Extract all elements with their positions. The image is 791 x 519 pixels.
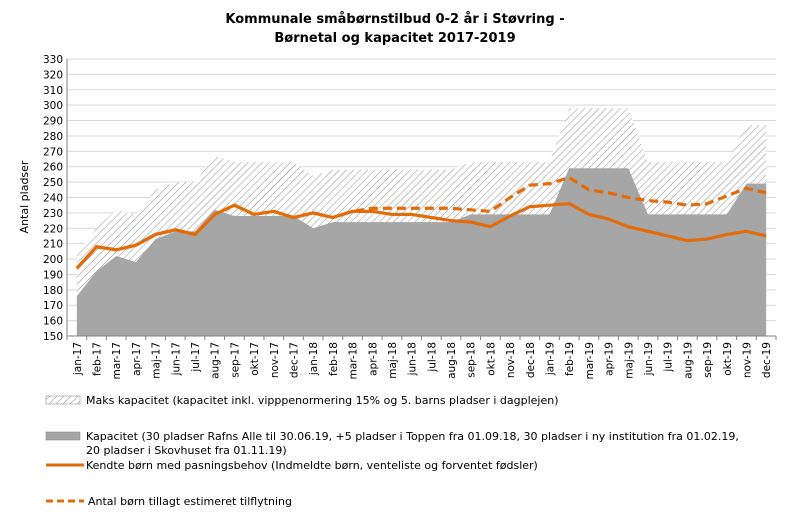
y-tick-label-200: 200 bbox=[43, 254, 63, 266]
x-tick-label-maj-17: maj-17 bbox=[151, 342, 163, 379]
x-tick-label-jul-18: jul-18 bbox=[426, 342, 438, 373]
y-tick-label-220: 220 bbox=[43, 223, 63, 235]
x-tick-label-feb-17: feb-17 bbox=[92, 342, 104, 376]
x-tick-label-feb-18: feb-18 bbox=[328, 342, 340, 376]
x-tick-label-aug-19: aug-19 bbox=[682, 342, 694, 379]
x-tick-label-okt-17: okt-17 bbox=[249, 342, 261, 376]
x-tick-label-feb-19: feb-19 bbox=[564, 342, 576, 376]
x-tick-label-mar-17: mar-17 bbox=[111, 342, 123, 379]
x-tick-label-aug-17: aug-17 bbox=[210, 342, 222, 379]
legend: Maks kapacitet (kapacitet inkl. vipppeno… bbox=[45, 394, 739, 508]
y-tick-label-230: 230 bbox=[43, 208, 63, 220]
y-tick-label-250: 250 bbox=[43, 177, 63, 189]
x-tick-label-maj-19: maj-19 bbox=[623, 342, 635, 379]
y-tick-label-240: 240 bbox=[43, 193, 63, 205]
legend-label-kendte-boern: Kendte børn med pasningsbehov (Indmeldte… bbox=[86, 459, 538, 472]
x-tick-label-sep-18: sep-18 bbox=[466, 342, 478, 378]
x-tick-label-jun-18: jun-18 bbox=[407, 342, 419, 376]
y-tick-label-180: 180 bbox=[43, 285, 63, 297]
x-tick-label-jun-17: jun-17 bbox=[170, 342, 182, 376]
x-tick-label-mar-18: mar-18 bbox=[348, 342, 360, 379]
x-tick-label-apr-18: apr-18 bbox=[367, 342, 379, 376]
x-tick-label-apr-19: apr-19 bbox=[604, 342, 616, 376]
legend-label-kapacitet-line2: 20 pladser i Skovhuset fra 01.11.19) bbox=[86, 444, 287, 457]
y-tick-label-320: 320 bbox=[43, 69, 63, 81]
x-tick-label-sep-17: sep-17 bbox=[229, 342, 241, 378]
x-tick-label-jul-19: jul-19 bbox=[663, 342, 675, 373]
x-tick-label-dec-17: dec-17 bbox=[288, 342, 300, 378]
x-tick-label-jan-17: jan-17 bbox=[72, 342, 84, 376]
x-tick-label-maj-18: maj-18 bbox=[387, 342, 399, 379]
chart-title-line1: Kommunale småbørnstilbud 0-2 år i Støvri… bbox=[225, 12, 564, 27]
x-tick-label-apr-17: apr-17 bbox=[131, 342, 143, 376]
y-axis-label: Antal pladser bbox=[18, 160, 31, 233]
x-tick-label-nov-17: nov-17 bbox=[269, 342, 281, 378]
legend-swatch-kapacitet bbox=[45, 431, 81, 441]
series-kendte-boern-line bbox=[75, 202, 767, 270]
y-tick-label-310: 310 bbox=[43, 85, 63, 97]
x-tick-label-jan-18: jan-18 bbox=[308, 342, 320, 376]
x-tick-label-mar-19: mar-19 bbox=[584, 342, 596, 379]
series-kapacitet-area bbox=[76, 168, 767, 336]
y-tick-label-260: 260 bbox=[43, 162, 63, 174]
chart-title-line2: Børnetal og kapacitet 2017-2019 bbox=[274, 31, 515, 46]
axes: 150 160 170 180 190 200 210 220 230 240 250 260 270 2… bbox=[43, 54, 777, 379]
areas bbox=[76, 108, 767, 336]
y-tick-label-290: 290 bbox=[43, 116, 63, 128]
lines bbox=[75, 175, 767, 270]
y-tick-label-160: 160 bbox=[43, 316, 63, 328]
x-tick-label-nov-18: nov-18 bbox=[505, 342, 517, 378]
x-tick-label-dec-19: dec-19 bbox=[761, 342, 773, 378]
y-tick-label-300: 300 bbox=[43, 100, 63, 112]
y-tick-label-170: 170 bbox=[43, 300, 63, 312]
legend-label-estimeret-tilflytning: Antal børn tillagt estimeret tilflytning bbox=[88, 495, 292, 508]
legend-label-kapacitet-line1: Kapacitet (30 pladser Rafns Alle til 30.… bbox=[86, 430, 739, 443]
y-tick-label-190: 190 bbox=[43, 269, 63, 281]
x-tick-label-jan-19: jan-19 bbox=[545, 342, 557, 376]
x-tick-label-okt-18: okt-18 bbox=[485, 342, 497, 376]
x-tick-label-jun-19: jun-19 bbox=[643, 342, 655, 376]
x-tick-label-okt-19: okt-19 bbox=[722, 342, 734, 376]
y-tick-label-150: 150 bbox=[43, 331, 63, 343]
x-tick-label-nov-19: nov-19 bbox=[741, 342, 753, 378]
x-tick-label-sep-19: sep-19 bbox=[702, 342, 714, 378]
y-tick-label-270: 270 bbox=[43, 146, 63, 158]
x-tick-label-dec-18: dec-18 bbox=[525, 342, 537, 378]
legend-swatch-maks-kapacitet bbox=[45, 395, 81, 405]
y-tick-label-280: 280 bbox=[43, 131, 63, 143]
x-tick-label-jul-17: jul-17 bbox=[190, 342, 202, 373]
y-tick-label-210: 210 bbox=[43, 239, 63, 251]
legend-label-maks-kapacitet: Maks kapacitet (kapacitet inkl. vipppeno… bbox=[86, 394, 559, 407]
x-tick-label-aug-18: aug-18 bbox=[446, 342, 458, 379]
y-tick-label-330: 330 bbox=[43, 54, 63, 66]
